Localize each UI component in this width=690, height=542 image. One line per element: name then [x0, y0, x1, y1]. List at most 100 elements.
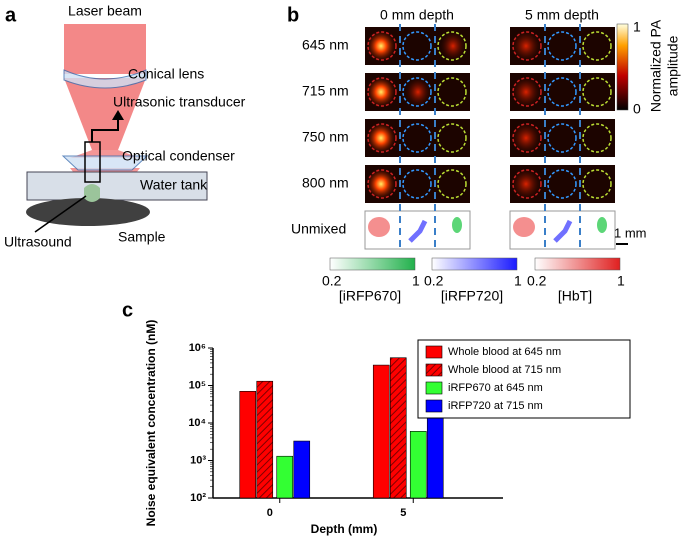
- label: Ultrasonic transducer: [113, 94, 246, 110]
- colorbar-title: Normalized PA: [648, 19, 664, 112]
- channel-colorbar: [534, 257, 621, 271]
- roi-circle: [402, 169, 432, 199]
- colorbar: [616, 23, 629, 111]
- bar: [293, 440, 311, 499]
- row-label: 750 nm: [302, 129, 349, 145]
- y-tick-label: 10⁴: [188, 417, 206, 429]
- colorbar-title: amplitude: [665, 35, 681, 96]
- unmixed-iRFP720: [553, 219, 573, 243]
- channel-tick: 1: [412, 273, 420, 289]
- column-title: 0 mm depth: [380, 7, 454, 23]
- roi-circle: [367, 123, 397, 153]
- signal: [366, 122, 396, 154]
- row-label: Unmixed: [291, 221, 346, 237]
- laser-beam: [64, 24, 146, 74]
- x-tick-label: 0: [267, 507, 273, 519]
- transducer-pointer: [91, 118, 119, 142]
- legend-label: iRFP720 at 715 nm: [448, 400, 543, 412]
- roi-circle: [367, 77, 397, 107]
- legend-label: Whole blood at 715 nm: [448, 364, 561, 376]
- roi-circle: [582, 31, 612, 61]
- y-axis-label: Noise equivalent concentration (nM): [144, 320, 158, 527]
- channel-name: [iRFP670]: [339, 288, 401, 304]
- unmixed-hbt: [513, 217, 535, 237]
- conical-lens: [63, 69, 147, 89]
- y-tick-label: 10⁶: [189, 342, 206, 354]
- label: Water tank: [140, 177, 208, 193]
- roi-circle: [437, 77, 467, 107]
- unmixed-iRFP670: [452, 217, 462, 233]
- roi-circle: [582, 169, 612, 199]
- panel-label: a: [5, 4, 17, 26]
- channel-tick: 0.2: [322, 273, 342, 289]
- bar: [372, 364, 390, 499]
- roi-circle: [512, 123, 542, 153]
- signal: [511, 122, 541, 154]
- roi-circle: [547, 169, 577, 199]
- ultrasound-wave: [84, 184, 100, 202]
- colorbar-tick: 1: [633, 19, 641, 35]
- x-tick-label: 5: [400, 507, 406, 519]
- y-tick-label: 10³: [190, 454, 206, 466]
- label: Ultrasound: [4, 234, 72, 250]
- legend-box: [417, 339, 631, 419]
- legend-swatch: [425, 399, 443, 413]
- colorbar-tick: 0: [633, 101, 641, 117]
- scale-bar-label: 1 mm: [614, 225, 647, 240]
- label: Optical condenser: [122, 148, 235, 164]
- legend-swatch: [425, 363, 443, 377]
- panel-label: c: [122, 299, 133, 321]
- channel-tick: 0.2: [424, 273, 444, 289]
- roi-circle: [547, 123, 577, 153]
- signal: [511, 168, 541, 200]
- roi-circle: [402, 77, 432, 107]
- channel-name: [HbT]: [558, 288, 592, 304]
- channel-tick: 1: [514, 273, 522, 289]
- y-tick-label: 10⁵: [189, 379, 206, 391]
- row-label: 800 nm: [302, 175, 349, 191]
- bar: [239, 391, 257, 499]
- channel-name: [iRFP720]: [441, 288, 503, 304]
- roi-circle: [547, 31, 577, 61]
- bar: [409, 431, 427, 499]
- column-title: 5 mm depth: [525, 7, 599, 23]
- unmixed-iRFP670: [597, 217, 607, 233]
- roi-circle: [402, 31, 432, 61]
- chart: 10² 10³ 10⁴ 10⁵ 10⁶ 0 5 Depth (mm) Noise equival…: [144, 320, 631, 536]
- channel-tick: 0.2: [527, 273, 547, 289]
- y-tick-label: 10²: [190, 492, 206, 504]
- roi-circle: [582, 77, 612, 107]
- water-tank: [26, 171, 208, 201]
- signal: [366, 168, 396, 200]
- row-label: 715 nm: [302, 83, 349, 99]
- label: Sample: [118, 229, 166, 245]
- row-label: 645 nm: [302, 37, 349, 53]
- signal: [511, 76, 541, 108]
- unmixed-iRFP720: [408, 219, 428, 243]
- legend-label: Whole blood at 645 nm: [448, 346, 561, 358]
- roi-circle: [367, 31, 397, 61]
- signal: [366, 30, 396, 62]
- panel-label: b: [287, 4, 299, 26]
- sample: [26, 198, 150, 226]
- roi-circle: [547, 77, 577, 107]
- beam-cone: [64, 78, 146, 150]
- signal: [405, 77, 431, 107]
- roi-circle: [512, 77, 542, 107]
- bar: [426, 416, 444, 499]
- roi-circle: [437, 31, 467, 61]
- x-axis-label: Depth (mm): [311, 522, 378, 536]
- roi-circle: [437, 169, 467, 199]
- unmixed-hbt: [368, 217, 390, 237]
- signal: [440, 31, 466, 61]
- roi-circle: [437, 123, 467, 153]
- legend-swatch: [425, 345, 443, 359]
- optical-condenser: [61, 155, 149, 171]
- roi-circle: [512, 31, 542, 61]
- legend-label: iRFP670 at 645 nm: [448, 382, 543, 394]
- arrow-head: [112, 110, 124, 120]
- roi-circle: [402, 123, 432, 153]
- label: Conical lens: [128, 66, 204, 82]
- setup-diagram: Laser beam Conical lens Ultrasonic trans…: [4, 3, 246, 250]
